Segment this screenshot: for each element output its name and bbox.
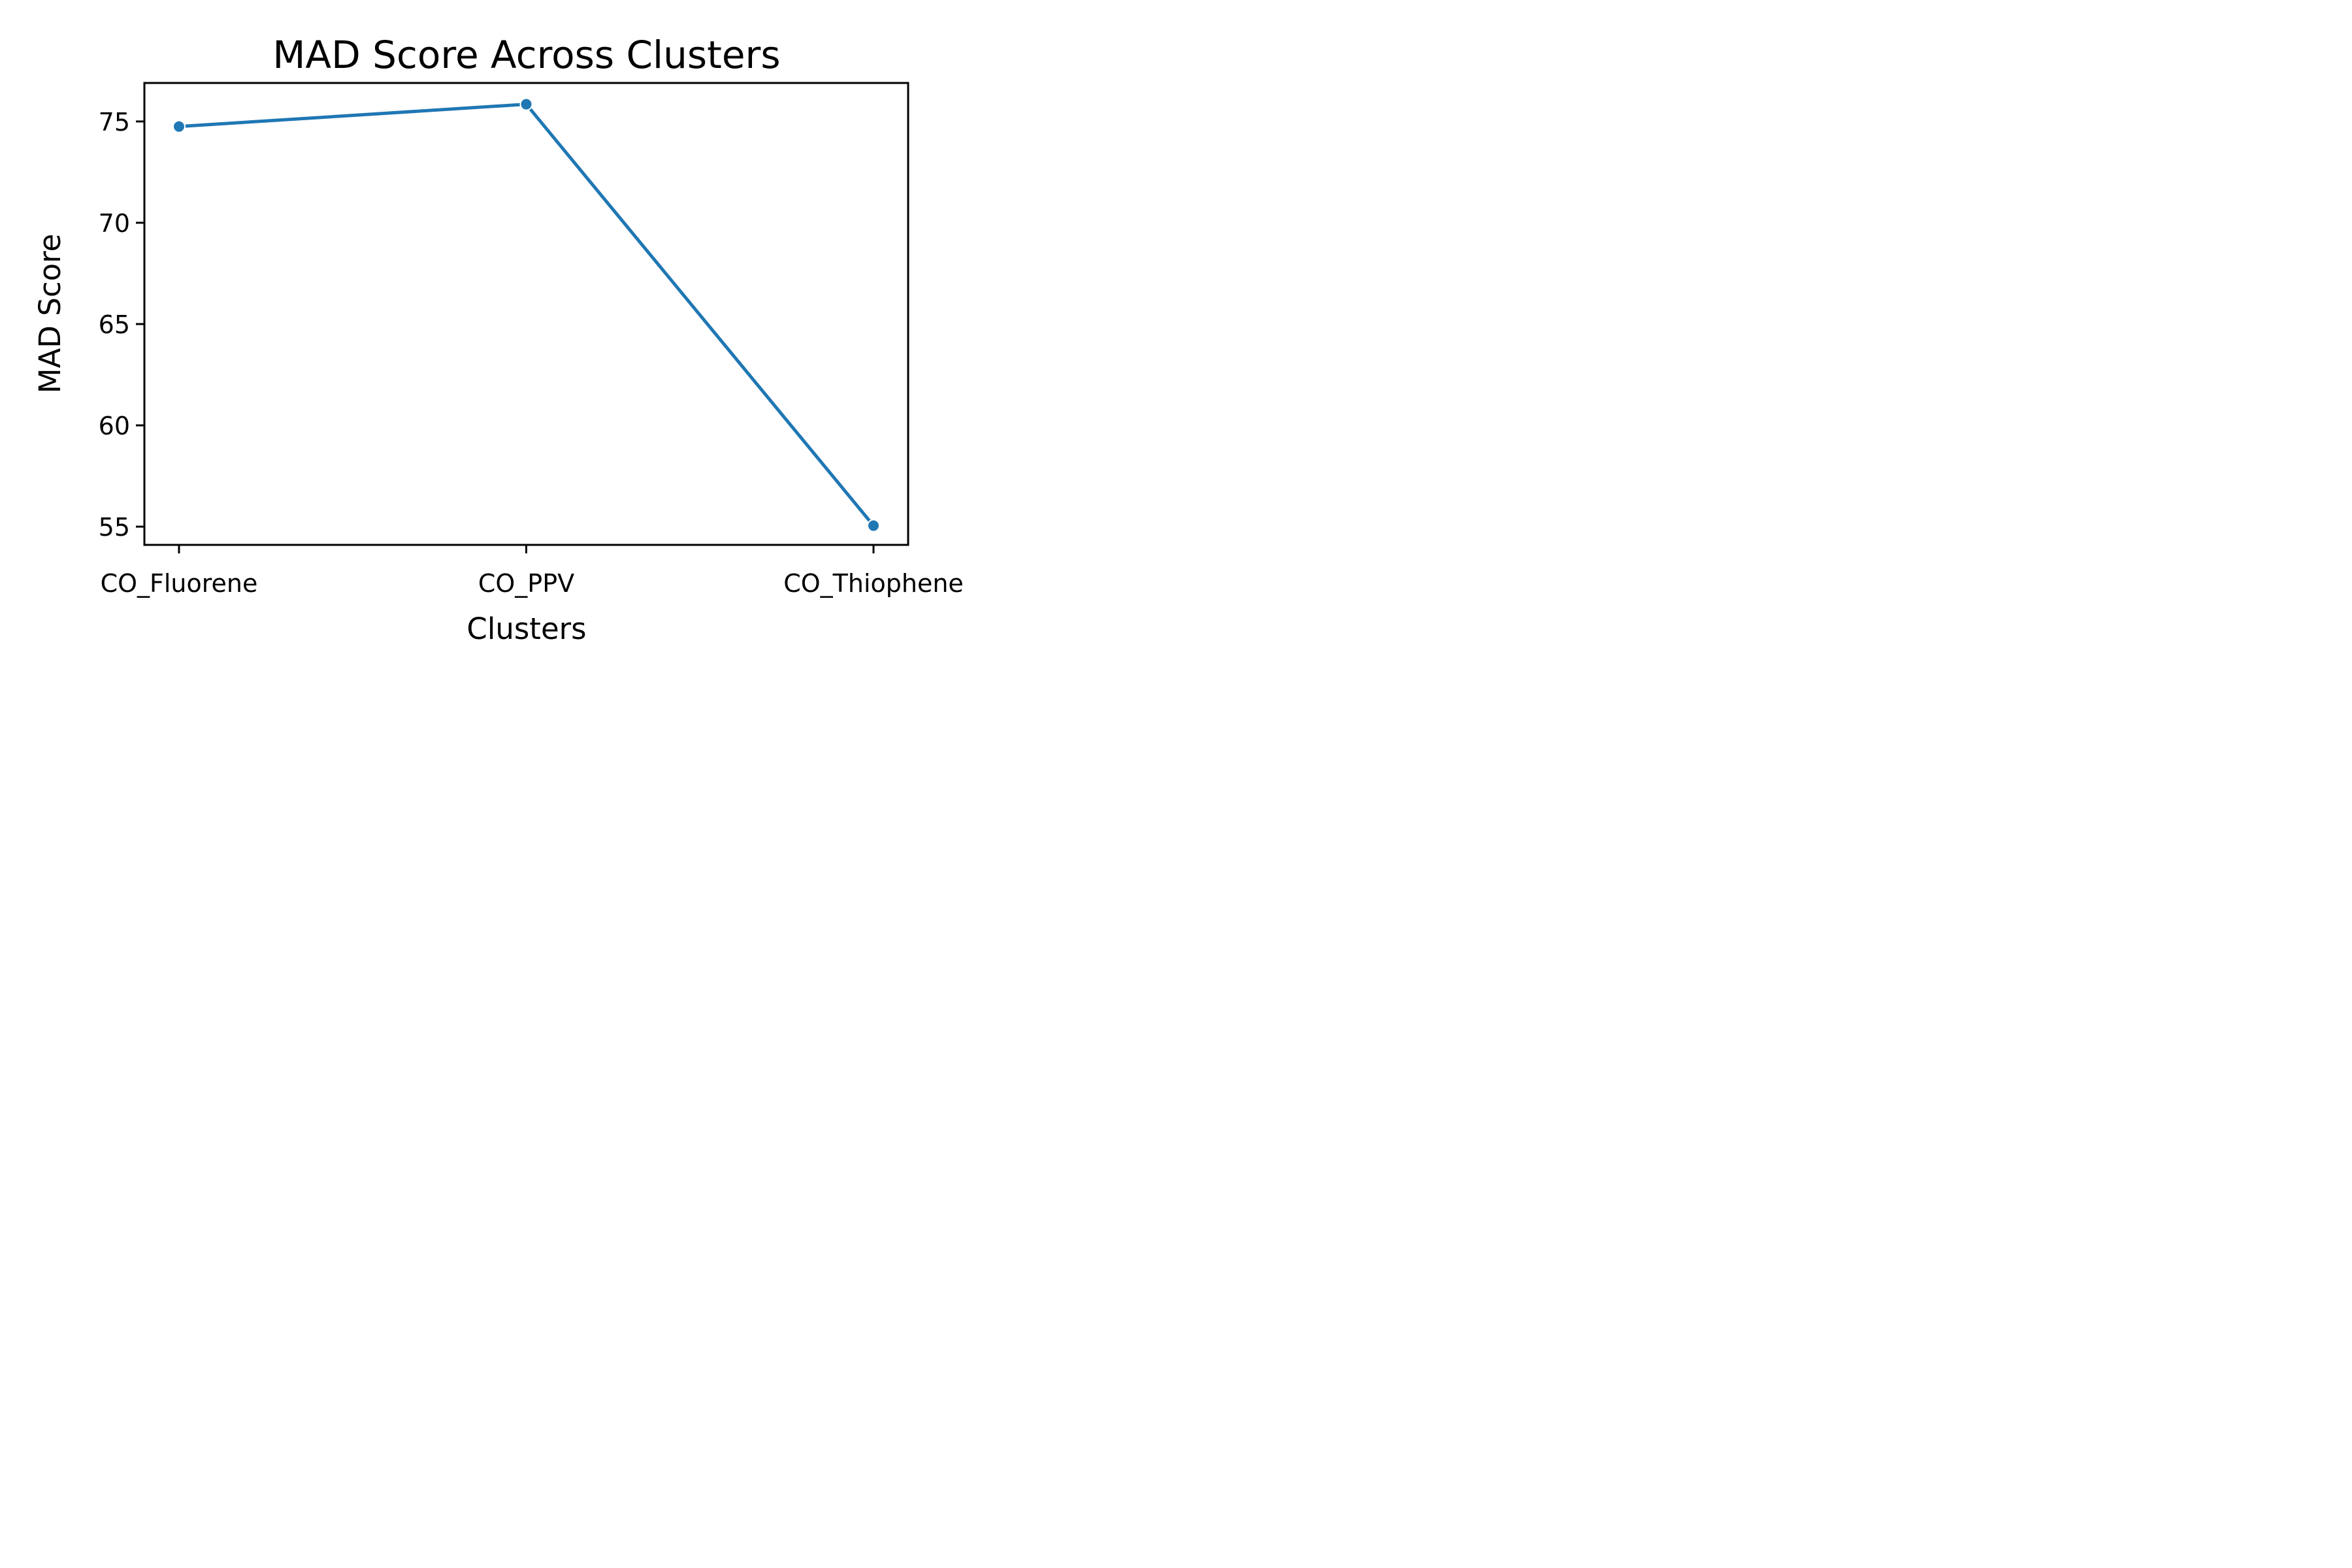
- data-point: [519, 97, 533, 111]
- y-tick-label: 55: [99, 513, 130, 542]
- x-axis: CO_Fluorene CO_PPV CO_Thiophene: [101, 545, 964, 598]
- chart-title: MAD Score Across Clusters: [272, 33, 780, 77]
- data-point: [867, 519, 880, 532]
- x-tick-label: CO_PPV: [478, 569, 574, 598]
- line-chart: MAD Score Across Clusters 55 60 65 70 75 CO_…: [33, 33, 964, 646]
- data-point: [172, 120, 186, 133]
- y-tick-label: 65: [99, 310, 130, 339]
- plot-area-frame: [143, 82, 909, 546]
- y-tick-label: 75: [99, 108, 130, 137]
- x-tick-label: CO_Thiophene: [783, 569, 964, 598]
- series-group: [172, 97, 880, 532]
- y-tick-label: 70: [99, 209, 130, 238]
- x-axis-label: Clusters: [466, 612, 586, 646]
- y-axis-label: MAD Score: [33, 234, 67, 394]
- y-axis: 55 60 65 70 75: [99, 108, 144, 542]
- y-tick-label: 60: [99, 412, 130, 440]
- x-tick-label: CO_Fluorene: [101, 569, 258, 598]
- series-line: [178, 103, 875, 527]
